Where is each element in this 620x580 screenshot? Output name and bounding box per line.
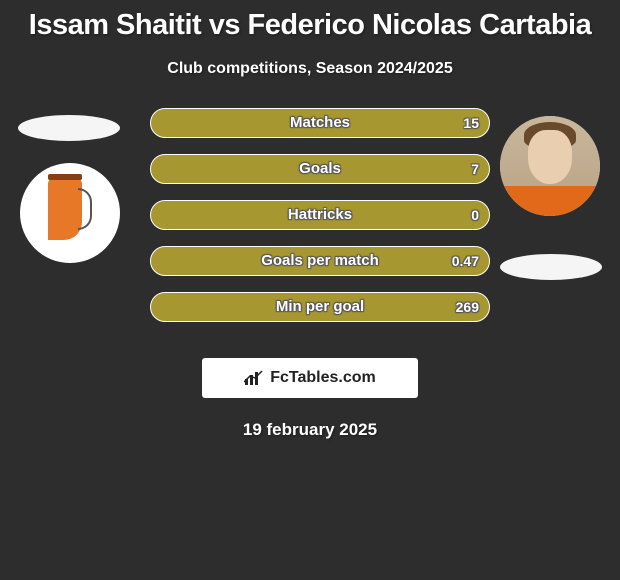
bar-chart-icon xyxy=(244,370,264,386)
right-player-avatar xyxy=(500,116,600,216)
source-label: FcTables.com xyxy=(270,369,376,387)
stat-label: Goals per match xyxy=(151,247,489,275)
stat-right-value: 15 xyxy=(463,109,479,137)
left-player-avatar xyxy=(20,163,120,263)
stats-arena: Matches 15 Goals 7 Hattricks 0 Goals per… xyxy=(10,108,610,348)
stat-right-value: 269 xyxy=(456,293,479,321)
stat-right-value: 0 xyxy=(471,201,479,229)
stat-right-value: 0.47 xyxy=(452,247,479,275)
stat-bar-goals: Goals 7 xyxy=(150,154,490,184)
right-player-shadow xyxy=(500,254,602,280)
stat-bar-goals-per-match: Goals per match 0.47 xyxy=(150,246,490,276)
comparison-card: Issam Shaitit vs Federico Nicolas Cartab… xyxy=(0,0,620,440)
stat-right-value: 7 xyxy=(471,155,479,183)
stat-bar-matches: Matches 15 xyxy=(150,108,490,138)
source-badge: FcTables.com xyxy=(202,358,418,398)
date-label: 19 february 2025 xyxy=(10,420,610,440)
stat-label: Matches xyxy=(151,109,489,137)
stat-label: Goals xyxy=(151,155,489,183)
stat-bar-min-per-goal: Min per goal 269 xyxy=(150,292,490,322)
club-crest-icon xyxy=(20,163,120,263)
stat-label: Hattricks xyxy=(151,201,489,229)
left-player-shadow xyxy=(18,115,120,141)
player-portrait-icon xyxy=(500,116,600,216)
stat-label: Min per goal xyxy=(151,293,489,321)
subtitle: Club competitions, Season 2024/2025 xyxy=(10,60,610,78)
stat-bar-hattricks: Hattricks 0 xyxy=(150,200,490,230)
stat-bars: Matches 15 Goals 7 Hattricks 0 Goals per… xyxy=(150,108,490,338)
page-title: Issam Shaitit vs Federico Nicolas Cartab… xyxy=(10,10,610,42)
